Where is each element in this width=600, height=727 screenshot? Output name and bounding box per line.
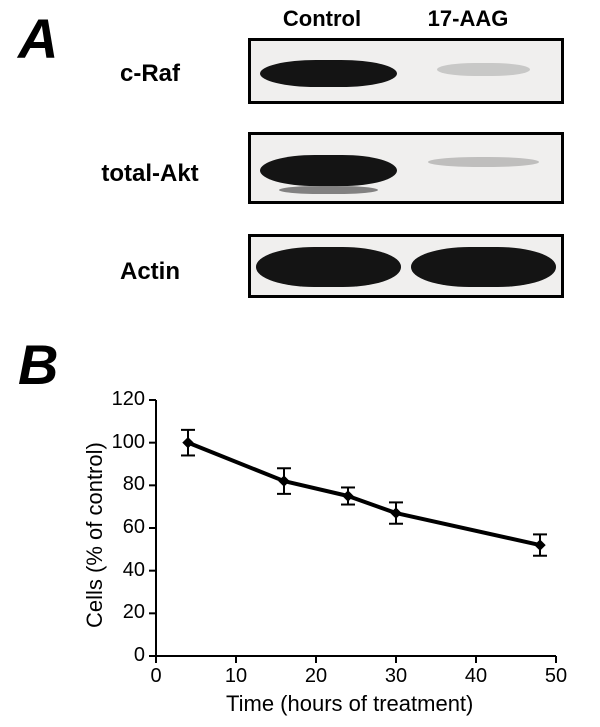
- x-tick-label: 10: [221, 665, 251, 688]
- blot-band: [428, 157, 540, 166]
- x-tick-label: 30: [381, 665, 411, 688]
- blot-band: [411, 247, 557, 286]
- blot-row-label: total-Akt: [70, 160, 230, 188]
- y-tick-label: 20: [123, 601, 145, 624]
- blot-frame: [248, 38, 564, 104]
- x-axis-title: Time (hours of treatment): [226, 691, 473, 717]
- x-tick-label: 0: [141, 665, 171, 688]
- y-axis-title: Cells (% of control): [82, 442, 108, 628]
- panel-b-letter: B: [18, 332, 58, 397]
- blot-row-label: Actin: [70, 258, 230, 286]
- y-tick-label: 60: [123, 516, 145, 539]
- figure-root: A Control 17-AAG c-Raftotal-AktActin B 0…: [0, 0, 600, 727]
- blot-lane: [406, 41, 561, 101]
- y-tick-label: 0: [134, 644, 145, 667]
- blot-band: [279, 186, 378, 194]
- x-tick-label: 50: [541, 665, 571, 688]
- column-header-17aag: 17-AAG: [408, 6, 528, 32]
- x-tick-label: 20: [301, 665, 331, 688]
- blot-frame: [248, 234, 564, 298]
- blot-band: [256, 247, 402, 286]
- blot-lane: [251, 41, 406, 101]
- blot-lane: [251, 237, 406, 295]
- blot-lane: [251, 135, 406, 201]
- x-tick-label: 40: [461, 665, 491, 688]
- y-tick-label: 40: [123, 559, 145, 582]
- blot-frame: [248, 132, 564, 204]
- y-tick-label: 120: [112, 388, 145, 411]
- blot-lane: [406, 135, 561, 201]
- column-header-control: Control: [262, 6, 382, 32]
- y-tick-label: 100: [112, 431, 145, 454]
- blot-band: [437, 63, 530, 76]
- panel-b-chart-area: 0 20 40 60 80 100 120 0 10 20 30 40 50 Cells (% of …: [60, 390, 570, 710]
- y-tick-label: 80: [123, 473, 145, 496]
- blot-band: [260, 155, 396, 187]
- panel-a-area: Control 17-AAG c-Raf total-Akt Actin: [0, 0, 600, 330]
- blot-lane: [406, 237, 561, 295]
- blot-row-label: c-Raf: [70, 60, 230, 88]
- blot-band: [260, 60, 396, 86]
